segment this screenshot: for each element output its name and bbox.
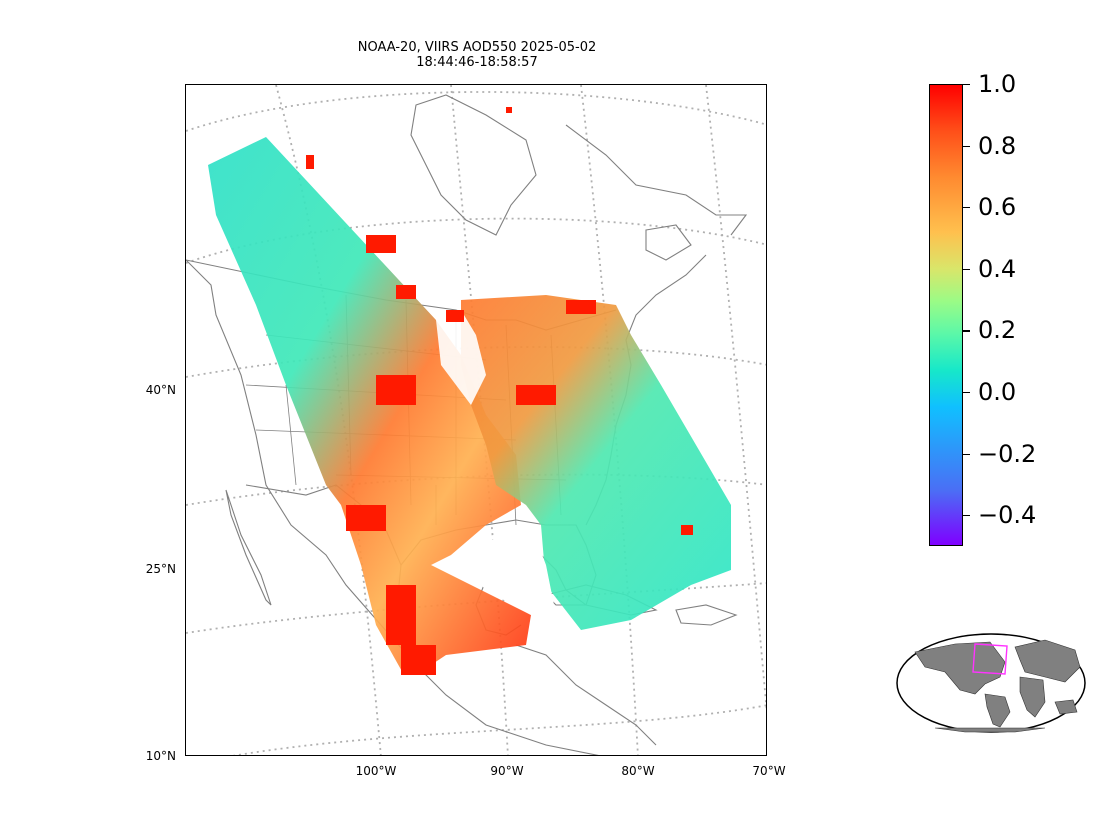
africa-land	[1019, 676, 1046, 718]
aod-hotspots	[306, 107, 693, 675]
parallel-15n	[232, 704, 766, 755]
lon-label-80w: 80°W	[621, 764, 655, 778]
colorbar-tick	[962, 84, 970, 86]
colorbar-tick	[962, 330, 970, 332]
south-america-land	[984, 693, 1011, 728]
parallel-55n	[186, 91, 766, 132]
map-title: NOAA-20, VIIRS AOD550 2025-05-02 18:44:4…	[186, 40, 768, 70]
title-line-1: NOAA-20, VIIRS AOD550 2025-05-02	[357, 40, 597, 55]
aod-swaths	[208, 137, 731, 675]
colorbar-tick-label: 0.0	[978, 378, 1017, 406]
swath-east	[461, 295, 731, 630]
north-america-land	[914, 641, 1006, 695]
pacific-coast	[186, 259, 599, 755]
eurasia-land	[1014, 639, 1081, 683]
parallel-40n	[186, 346, 766, 378]
map-svg	[186, 85, 766, 755]
swath-gap-gulf	[451, 525, 556, 615]
swath-west	[208, 137, 531, 675]
newfoundland	[645, 224, 692, 261]
colorbar-tick	[962, 515, 970, 517]
colorbar-tick-label: 0.4	[978, 254, 1017, 283]
lat-label-25n: 25°N	[145, 562, 176, 576]
antarctica-land	[934, 727, 1046, 733]
labrador	[565, 124, 748, 236]
swath-gap-lakes	[436, 310, 486, 405]
central-america	[515, 644, 657, 746]
inset-domain-box	[972, 643, 1008, 675]
parallel-25n	[186, 582, 766, 634]
title-line-2: 18:44:46-18:58:57	[416, 55, 538, 70]
colorbar-tick-label: 1.0	[978, 70, 1017, 98]
colorbar	[929, 84, 963, 546]
colorbar-tick	[962, 392, 970, 394]
colorbar-tick-label: 0.8	[978, 131, 1017, 160]
lon-label-90w: 90°W	[490, 764, 524, 778]
lon-label-100w: 100°W	[355, 764, 397, 778]
baja	[225, 489, 272, 606]
colorbar-tick-label: 0.6	[978, 193, 1017, 222]
colorbar-tick-label: −0.2	[978, 439, 1037, 468]
lat-label-10n: 10°N	[145, 749, 176, 763]
lat-label-40n: 40°N	[145, 383, 176, 397]
hudson-bay	[410, 94, 537, 236]
colorbar-tick-label: 0.2	[978, 316, 1017, 345]
colorbar-tick-label: −0.4	[978, 501, 1037, 530]
colorbar-tick	[962, 207, 970, 209]
colorbar-tick	[962, 453, 970, 455]
australia-land	[1054, 699, 1078, 715]
globe-inset-icon	[895, 632, 1087, 734]
colorbar-tick	[962, 145, 970, 147]
hispaniola	[675, 604, 738, 626]
map-panel	[185, 84, 767, 756]
colorbar-tick	[962, 268, 970, 271]
lon-label-70w: 70°W	[752, 764, 786, 778]
meridian-70w	[705, 85, 766, 713]
